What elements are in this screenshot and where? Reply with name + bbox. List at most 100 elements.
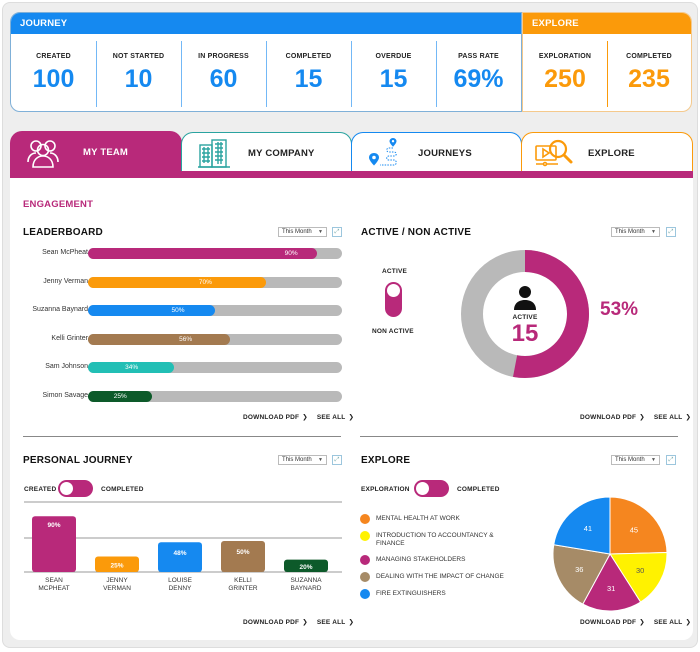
- explore-expand-icon[interactable]: ⤢: [666, 455, 676, 465]
- pie-slice[interactable]: [609, 552, 668, 603]
- leaderboard-period-select[interactable]: This Month ▼: [278, 227, 327, 237]
- legend-dot-icon: [360, 572, 370, 582]
- pie-value-label: 30: [636, 566, 644, 575]
- download-pdf-label: DOWNLOAD PDF: [243, 619, 300, 626]
- stat-label: COMPLETED: [626, 53, 672, 60]
- personal-journey-title: PERSONAL JOURNEY: [23, 455, 133, 466]
- chevron-right-icon: ❯: [302, 619, 308, 626]
- stat-completed: COMPLETED 235: [607, 34, 691, 111]
- legend-label: INTRODUCTION TO ACCOUNTANCY & FINANCE: [376, 532, 494, 547]
- pie-slice[interactable]: [582, 553, 642, 612]
- journey-stats-title: JOURNEY: [11, 13, 521, 34]
- bar-value-label: 20%: [299, 564, 312, 571]
- pie-value-label: 31: [607, 584, 615, 593]
- active-expand-icon[interactable]: ⤢: [666, 227, 676, 237]
- tab-explore[interactable]: EXPLORE: [521, 132, 693, 173]
- see-all-link[interactable]: SEE ALL ❯: [654, 414, 691, 421]
- see-all-label: SEE ALL: [653, 619, 683, 626]
- pie-slice[interactable]: [609, 496, 668, 555]
- caret-down-icon: ▼: [651, 229, 656, 235]
- bar[interactable]: [95, 556, 139, 573]
- download-pdf-link[interactable]: DOWNLOAD PDF ❯: [243, 619, 308, 626]
- leaderboard-name: Sam Johnson: [45, 363, 88, 370]
- toggle-exploration-label: EXPLORATION: [361, 486, 410, 493]
- leaderboard-row: Kelli Grinter 56%: [10, 333, 350, 346]
- see-all-label: SEE ALL: [316, 414, 346, 421]
- main-panel: ENGAGEMENT LEADERBOARD This Month ▼ ⤢ Sea…: [10, 178, 693, 640]
- bar[interactable]: [284, 559, 328, 572]
- pie-slice[interactable]: [553, 496, 611, 555]
- leaderboard-bar: [88, 390, 152, 402]
- leaderboard-name: Simon Savage: [42, 391, 88, 399]
- tab-label: EXPLORE: [588, 147, 635, 159]
- bar[interactable]: [221, 541, 265, 572]
- stat-not-started: NOT STARTED 10: [96, 34, 181, 111]
- chevron-right-icon: ❯: [348, 414, 355, 421]
- bar[interactable]: [32, 516, 76, 572]
- toggle-knob: [416, 482, 429, 495]
- stat-value: 15: [379, 65, 408, 93]
- leaderboard-percent: 70%: [198, 278, 212, 286]
- tab-my-company[interactable]: MY COMPANY: [181, 132, 352, 173]
- donut-center-value: 15: [511, 320, 539, 347]
- pie-value-label: 36: [575, 565, 583, 574]
- leaderboard-bar: [88, 305, 215, 316]
- bar-category-label: SEAN: [45, 577, 63, 584]
- stat-completed: COMPLETED 15: [266, 34, 351, 111]
- see-all-link[interactable]: SEE ALL ❯: [317, 619, 354, 626]
- personal-expand-icon[interactable]: ⤢: [332, 455, 342, 465]
- leaderboard-track: 70%: [88, 276, 342, 288]
- legend-item: MANAGING STAKEHOLDERS: [360, 555, 520, 565]
- bar-category-label: KELLI: [234, 577, 252, 584]
- route-pin-icon: [364, 136, 404, 170]
- see-all-label: SEE ALL: [653, 414, 683, 421]
- leaderboard-percent: 50%: [171, 307, 185, 314]
- download-pdf-link[interactable]: DOWNLOAD PDF ❯: [243, 414, 308, 421]
- download-pdf-link[interactable]: DOWNLOAD PDF ❯: [580, 414, 645, 421]
- leaderboard-percent: 90%: [284, 250, 298, 257]
- leaderboard-bar: [88, 276, 266, 288]
- active-period-select[interactable]: This Month ▼: [611, 227, 660, 237]
- legend-label: DEALING WITH THE IMPACT OF CHANGE: [376, 573, 504, 580]
- tab-my-team[interactable]: MY TEAM: [10, 131, 182, 173]
- see-all-link[interactable]: SEE ALL ❯: [317, 414, 354, 421]
- pie-slice[interactable]: [552, 544, 611, 605]
- toggle-knob: [387, 284, 400, 297]
- leaderboard-bar: [88, 248, 317, 259]
- bar[interactable]: [158, 542, 202, 572]
- bar-category-label: GRINTER: [228, 585, 258, 592]
- leaderboard-track: 50%: [88, 305, 342, 316]
- divider: [23, 436, 341, 437]
- leaderboard-title: LEADERBOARD: [23, 227, 103, 238]
- created-completed-toggle[interactable]: [58, 480, 93, 497]
- toggle-created-label: CREATED: [24, 486, 57, 493]
- download-pdf-link[interactable]: DOWNLOAD PDF ❯: [580, 619, 645, 626]
- download-pdf-label: DOWNLOAD PDF: [580, 619, 637, 626]
- leaderboard-track: 25%: [88, 390, 342, 402]
- legend-item: MENTAL HEALTH AT WORK: [360, 514, 520, 524]
- toggle-completed-label: COMPLETED: [101, 486, 144, 493]
- legend-label: MENTAL HEALTH AT WORK: [376, 515, 460, 522]
- leaderboard-row: Sam Johnson 34%: [10, 362, 350, 374]
- select-value: This Month: [282, 229, 312, 235]
- personal-links: DOWNLOAD PDF ❯ SEE ALL ❯: [243, 618, 354, 626]
- bar-category-label: MCPHEAT: [38, 585, 69, 592]
- chevron-right-icon: ❯: [685, 619, 692, 626]
- explore-period-select[interactable]: This Month ▼: [611, 455, 660, 465]
- tab-journeys[interactable]: JOURNEYS: [351, 132, 522, 173]
- select-value: This Month: [615, 229, 645, 235]
- personal-period-select[interactable]: This Month ▼: [278, 455, 327, 465]
- leaderboard-name: Kelli Grinter: [51, 334, 88, 342]
- chevron-right-icon: ❯: [639, 414, 645, 421]
- legend-dot-icon: [360, 514, 370, 524]
- team-icon: [23, 136, 63, 170]
- leaderboard-row: Jenny Verman 70%: [10, 276, 350, 289]
- see-all-link[interactable]: SEE ALL ❯: [654, 619, 691, 626]
- leaderboard-expand-icon[interactable]: ⤢: [332, 227, 342, 237]
- stat-value: 60: [209, 65, 238, 93]
- exploration-completed-toggle[interactable]: [414, 480, 449, 497]
- legend-dot-icon: [360, 589, 370, 599]
- stat-label: COMPLETED: [285, 53, 332, 60]
- active-toggle[interactable]: [385, 282, 402, 317]
